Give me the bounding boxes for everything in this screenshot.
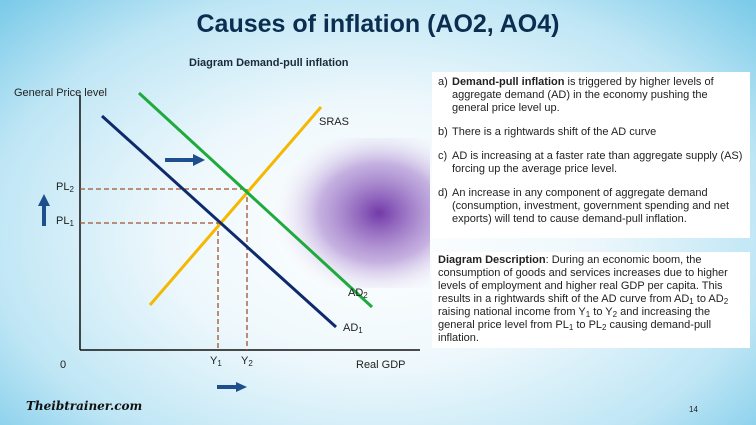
diagram-title: Diagram Demand-pull inflation <box>189 57 349 69</box>
sras-label: SRAS <box>319 116 349 128</box>
price-up-arrow-icon <box>38 194 50 226</box>
x-axis-label: Real GDP <box>356 359 406 371</box>
y1-label: Y1 <box>210 355 222 368</box>
sras-curve <box>148 106 323 306</box>
purple-glow <box>248 138 430 288</box>
origin-label: 0 <box>60 359 67 371</box>
ad1-curve <box>100 114 338 329</box>
diagram-description-box: Diagram Description: During an economic … <box>432 252 750 348</box>
note-c: c) AD is increasing at a faster rate tha… <box>438 150 743 175</box>
notes-box: a) Demand-pull inflation is triggered by… <box>432 72 750 238</box>
gdp-right-arrow-icon <box>217 382 247 392</box>
page-number: 14 <box>689 405 698 414</box>
note-a: a) Demand-pull inflation is triggered by… <box>438 76 714 114</box>
y2-label: Y2 <box>241 355 253 368</box>
brand-logo: Theibtrainer.com <box>26 399 143 413</box>
pl1-label: PL1 <box>56 215 74 228</box>
ad2-curve <box>137 91 374 309</box>
description-heading: Diagram Description <box>438 254 546 266</box>
ad1-label: AD1 <box>343 322 363 335</box>
note-b: b) There is a rightwards shift of the AD… <box>438 126 657 138</box>
shift-arrow-right-icon <box>165 154 205 166</box>
note-d: d) An increase in any component of aggre… <box>438 187 729 225</box>
slide-title: Causes of inflation (AO2, AO4) <box>196 10 560 38</box>
pl2-label: PL2 <box>56 181 74 194</box>
ad2-label: AD2 <box>348 287 368 300</box>
y-axis-label: General Price level <box>14 87 107 99</box>
